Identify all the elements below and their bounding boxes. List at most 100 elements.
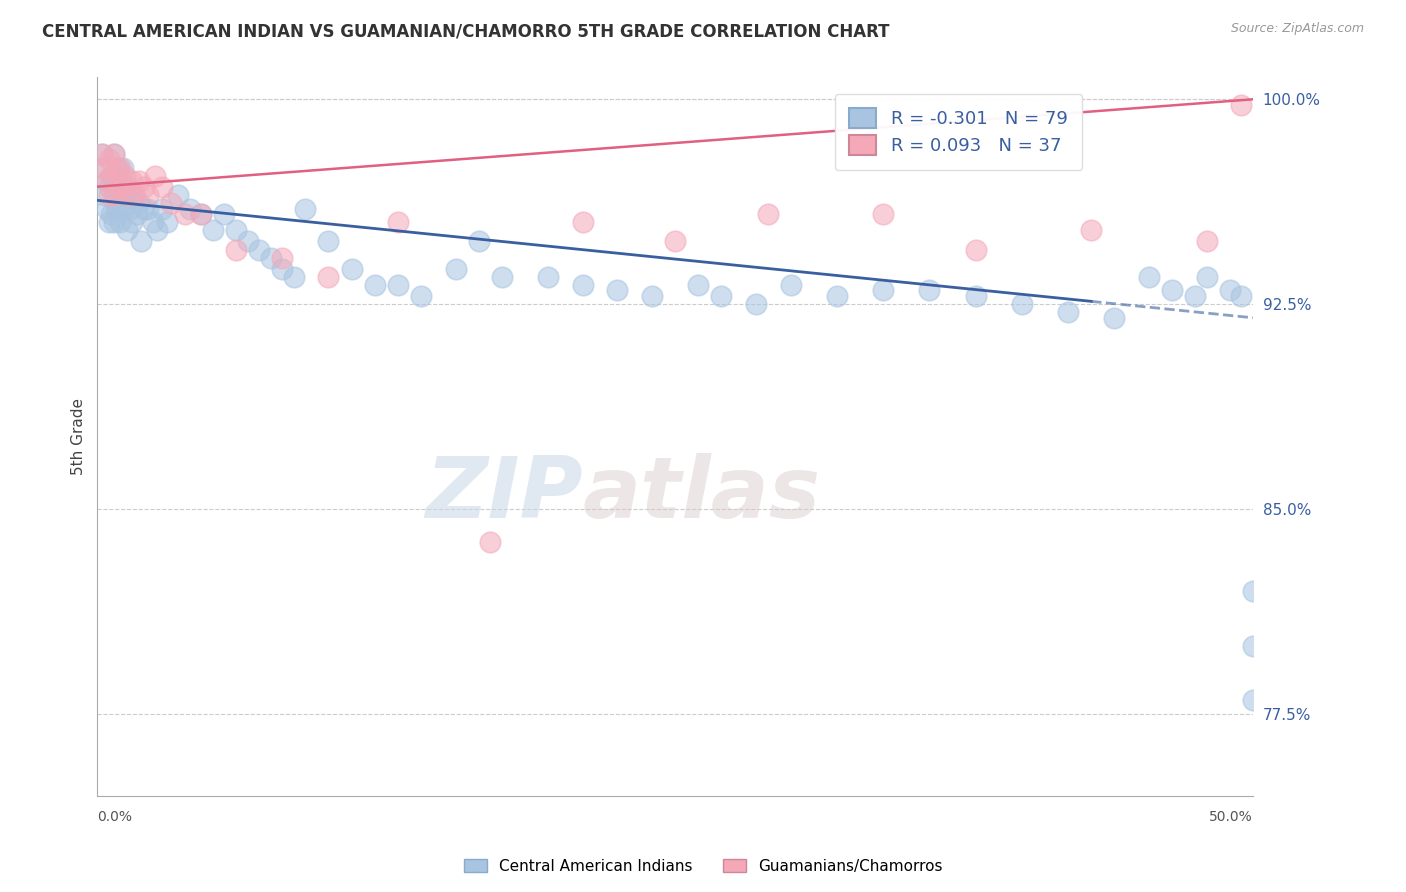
Point	[129, 235, 152, 249]
Point	[174, 207, 197, 221]
Point	[872, 207, 894, 221]
Point	[111, 179, 134, 194]
Point	[121, 174, 143, 188]
Text: Source: ZipAtlas.com: Source: ZipAtlas.com	[1230, 22, 1364, 36]
Point	[160, 196, 183, 211]
Point	[136, 187, 159, 202]
Point	[97, 215, 120, 229]
Point	[114, 169, 136, 183]
Point	[97, 179, 120, 194]
Point	[97, 153, 120, 167]
Point	[571, 278, 593, 293]
Point	[110, 161, 132, 175]
Point	[467, 235, 489, 249]
Point	[107, 179, 129, 194]
Point	[825, 289, 848, 303]
Point	[117, 223, 139, 237]
Point	[143, 169, 166, 183]
Point	[111, 161, 134, 175]
Point	[872, 284, 894, 298]
Point	[271, 251, 294, 265]
Point	[1137, 269, 1160, 284]
Point	[340, 261, 363, 276]
Point	[260, 251, 283, 265]
Point	[1057, 305, 1080, 319]
Point	[965, 289, 987, 303]
Legend: R = -0.301   N = 79, R = 0.093   N = 37: R = -0.301 N = 79, R = 0.093 N = 37	[835, 94, 1083, 169]
Point	[318, 235, 340, 249]
Point	[146, 223, 169, 237]
Point	[387, 215, 409, 229]
Point	[214, 207, 236, 221]
Point	[117, 187, 139, 202]
Point	[124, 187, 146, 202]
Point	[93, 161, 115, 175]
Point	[641, 289, 664, 303]
Point	[779, 278, 801, 293]
Point	[1195, 269, 1218, 284]
Point	[1241, 639, 1264, 653]
Point	[1230, 289, 1253, 303]
Point	[117, 179, 139, 194]
Point	[688, 278, 710, 293]
Point	[96, 174, 118, 188]
Point	[364, 278, 387, 293]
Point	[132, 202, 155, 216]
Point	[918, 284, 941, 298]
Text: 0.0%: 0.0%	[97, 810, 132, 824]
Point	[1104, 310, 1126, 325]
Point	[1184, 289, 1206, 303]
Point	[114, 187, 136, 202]
Y-axis label: 5th Grade: 5th Grade	[72, 398, 86, 475]
Point	[104, 169, 127, 183]
Point	[1080, 223, 1102, 237]
Point	[710, 289, 733, 303]
Point	[110, 179, 132, 194]
Point	[136, 202, 159, 216]
Text: 50.0%: 50.0%	[1209, 810, 1253, 824]
Point	[294, 202, 316, 216]
Point	[103, 179, 125, 194]
Point	[156, 215, 179, 229]
Point	[104, 161, 127, 175]
Point	[100, 169, 122, 183]
Point	[491, 269, 513, 284]
Point	[128, 174, 150, 188]
Point	[150, 202, 173, 216]
Point	[537, 269, 560, 284]
Point	[571, 215, 593, 229]
Point	[107, 202, 129, 216]
Point	[1195, 235, 1218, 249]
Point	[179, 202, 201, 216]
Point	[124, 187, 146, 202]
Point	[107, 161, 129, 175]
Point	[128, 196, 150, 211]
Point	[103, 215, 125, 229]
Point	[225, 223, 247, 237]
Point	[1219, 284, 1241, 298]
Point	[1241, 583, 1264, 598]
Point	[1241, 693, 1264, 707]
Point	[96, 202, 118, 216]
Point	[745, 297, 768, 311]
Point	[756, 207, 779, 221]
Point	[236, 235, 259, 249]
Point	[479, 534, 502, 549]
Point	[91, 147, 114, 161]
Point	[104, 202, 127, 216]
Point	[387, 278, 409, 293]
Point	[225, 243, 247, 257]
Point	[91, 147, 114, 161]
Legend: Central American Indians, Guamanians/Chamorros: Central American Indians, Guamanians/Cha…	[457, 853, 949, 880]
Point	[1230, 97, 1253, 112]
Point	[283, 269, 305, 284]
Point	[271, 261, 294, 276]
Point	[103, 187, 125, 202]
Text: CENTRAL AMERICAN INDIAN VS GUAMANIAN/CHAMORRO 5TH GRADE CORRELATION CHART: CENTRAL AMERICAN INDIAN VS GUAMANIAN/CHA…	[42, 22, 890, 40]
Text: atlas: atlas	[582, 452, 821, 535]
Point	[125, 207, 148, 221]
Point	[1011, 297, 1033, 311]
Point	[100, 207, 122, 221]
Point	[247, 243, 270, 257]
Point	[97, 187, 120, 202]
